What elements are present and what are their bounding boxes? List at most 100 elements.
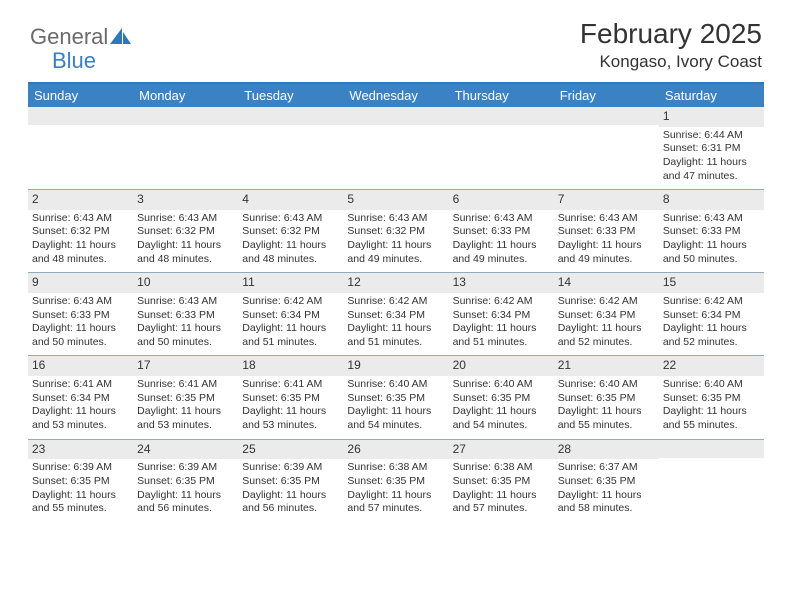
day-number [554, 107, 659, 125]
sunset-text: Sunset: 6:34 PM [347, 309, 444, 323]
sunrise-text: Sunrise: 6:43 AM [137, 295, 234, 309]
day-number [343, 107, 448, 125]
daylight-text: Daylight: 11 hours and 52 minutes. [663, 322, 760, 349]
daylight-text: Daylight: 11 hours and 56 minutes. [242, 489, 339, 516]
day-number [449, 107, 554, 125]
sunset-text: Sunset: 6:32 PM [137, 225, 234, 239]
calendar-cell: 21Sunrise: 6:40 AMSunset: 6:35 PMDayligh… [554, 356, 659, 438]
sunrise-text: Sunrise: 6:37 AM [558, 461, 655, 475]
calendar-cell: 12Sunrise: 6:42 AMSunset: 6:34 PMDayligh… [343, 273, 448, 355]
day-details: Sunrise: 6:39 AMSunset: 6:35 PMDaylight:… [133, 459, 238, 522]
day-details: Sunrise: 6:43 AMSunset: 6:33 PMDaylight:… [28, 293, 133, 356]
week-row: 1Sunrise: 6:44 AMSunset: 6:31 PMDaylight… [28, 107, 764, 190]
day-details: Sunrise: 6:44 AMSunset: 6:31 PMDaylight:… [659, 127, 764, 190]
logo-sail-icon [110, 28, 132, 50]
daylight-text: Daylight: 11 hours and 55 minutes. [663, 405, 760, 432]
day-number: 1 [659, 107, 764, 127]
sunrise-text: Sunrise: 6:41 AM [32, 378, 129, 392]
sunset-text: Sunset: 6:33 PM [558, 225, 655, 239]
day-number: 28 [554, 440, 659, 460]
sunrise-text: Sunrise: 6:43 AM [663, 212, 760, 226]
sunset-text: Sunset: 6:35 PM [558, 392, 655, 406]
sunrise-text: Sunrise: 6:43 AM [347, 212, 444, 226]
day-details: Sunrise: 6:41 AMSunset: 6:34 PMDaylight:… [28, 376, 133, 439]
day-number: 18 [238, 356, 343, 376]
daylight-text: Daylight: 11 hours and 55 minutes. [32, 489, 129, 516]
weeks-container: 1Sunrise: 6:44 AMSunset: 6:31 PMDaylight… [28, 107, 764, 522]
daylight-text: Daylight: 11 hours and 48 minutes. [32, 239, 129, 266]
day-number: 4 [238, 190, 343, 210]
calendar-cell: 1Sunrise: 6:44 AMSunset: 6:31 PMDaylight… [659, 107, 764, 189]
daylight-text: Daylight: 11 hours and 50 minutes. [137, 322, 234, 349]
calendar-cell: 17Sunrise: 6:41 AMSunset: 6:35 PMDayligh… [133, 356, 238, 438]
calendar-cell [554, 107, 659, 189]
calendar-cell: 16Sunrise: 6:41 AMSunset: 6:34 PMDayligh… [28, 356, 133, 438]
day-details: Sunrise: 6:41 AMSunset: 6:35 PMDaylight:… [133, 376, 238, 439]
sunrise-text: Sunrise: 6:40 AM [558, 378, 655, 392]
day-number: 14 [554, 273, 659, 293]
sunrise-text: Sunrise: 6:41 AM [242, 378, 339, 392]
day-header-wednesday: Wednesday [343, 84, 448, 107]
week-row: 2Sunrise: 6:43 AMSunset: 6:32 PMDaylight… [28, 190, 764, 273]
day-number: 13 [449, 273, 554, 293]
day-details: Sunrise: 6:40 AMSunset: 6:35 PMDaylight:… [554, 376, 659, 439]
day-number: 9 [28, 273, 133, 293]
day-number [238, 107, 343, 125]
calendar-cell: 7Sunrise: 6:43 AMSunset: 6:33 PMDaylight… [554, 190, 659, 272]
daylight-text: Daylight: 11 hours and 49 minutes. [558, 239, 655, 266]
day-details: Sunrise: 6:43 AMSunset: 6:33 PMDaylight:… [133, 293, 238, 356]
calendar-cell: 24Sunrise: 6:39 AMSunset: 6:35 PMDayligh… [133, 440, 238, 522]
day-details: Sunrise: 6:43 AMSunset: 6:33 PMDaylight:… [659, 210, 764, 273]
day-details: Sunrise: 6:42 AMSunset: 6:34 PMDaylight:… [238, 293, 343, 356]
day-number: 21 [554, 356, 659, 376]
day-number: 2 [28, 190, 133, 210]
day-number: 19 [343, 356, 448, 376]
sunset-text: Sunset: 6:34 PM [242, 309, 339, 323]
day-number: 3 [133, 190, 238, 210]
day-number [133, 107, 238, 125]
day-number: 20 [449, 356, 554, 376]
day-number: 23 [28, 440, 133, 460]
sunrise-text: Sunrise: 6:40 AM [663, 378, 760, 392]
day-details: Sunrise: 6:43 AMSunset: 6:32 PMDaylight:… [238, 210, 343, 273]
calendar-cell: 28Sunrise: 6:37 AMSunset: 6:35 PMDayligh… [554, 440, 659, 522]
sunset-text: Sunset: 6:32 PM [32, 225, 129, 239]
daylight-text: Daylight: 11 hours and 49 minutes. [453, 239, 550, 266]
sunrise-text: Sunrise: 6:42 AM [558, 295, 655, 309]
day-details: Sunrise: 6:43 AMSunset: 6:33 PMDaylight:… [554, 210, 659, 273]
day-header-row: Sunday Monday Tuesday Wednesday Thursday… [28, 84, 764, 107]
sunrise-text: Sunrise: 6:42 AM [347, 295, 444, 309]
calendar-cell: 11Sunrise: 6:42 AMSunset: 6:34 PMDayligh… [238, 273, 343, 355]
day-header-friday: Friday [554, 84, 659, 107]
sunset-text: Sunset: 6:33 PM [663, 225, 760, 239]
sunset-text: Sunset: 6:34 PM [558, 309, 655, 323]
sunset-text: Sunset: 6:34 PM [453, 309, 550, 323]
calendar-cell [133, 107, 238, 189]
calendar-cell: 23Sunrise: 6:39 AMSunset: 6:35 PMDayligh… [28, 440, 133, 522]
sunrise-text: Sunrise: 6:43 AM [32, 212, 129, 226]
calendar-cell: 3Sunrise: 6:43 AMSunset: 6:32 PMDaylight… [133, 190, 238, 272]
calendar-cell: 19Sunrise: 6:40 AMSunset: 6:35 PMDayligh… [343, 356, 448, 438]
sunset-text: Sunset: 6:35 PM [137, 475, 234, 489]
day-details: Sunrise: 6:39 AMSunset: 6:35 PMDaylight:… [28, 459, 133, 522]
sunrise-text: Sunrise: 6:42 AM [242, 295, 339, 309]
daylight-text: Daylight: 11 hours and 53 minutes. [137, 405, 234, 432]
header: General Blue February 2025 Kongaso, Ivor… [0, 0, 792, 76]
daylight-text: Daylight: 11 hours and 48 minutes. [137, 239, 234, 266]
day-number: 5 [343, 190, 448, 210]
day-details: Sunrise: 6:43 AMSunset: 6:33 PMDaylight:… [449, 210, 554, 273]
day-number: 11 [238, 273, 343, 293]
daylight-text: Daylight: 11 hours and 53 minutes. [32, 405, 129, 432]
day-number: 7 [554, 190, 659, 210]
week-row: 16Sunrise: 6:41 AMSunset: 6:34 PMDayligh… [28, 356, 764, 439]
daylight-text: Daylight: 11 hours and 50 minutes. [32, 322, 129, 349]
day-details: Sunrise: 6:40 AMSunset: 6:35 PMDaylight:… [449, 376, 554, 439]
calendar-cell: 8Sunrise: 6:43 AMSunset: 6:33 PMDaylight… [659, 190, 764, 272]
sunset-text: Sunset: 6:35 PM [242, 392, 339, 406]
sunset-text: Sunset: 6:35 PM [347, 475, 444, 489]
sunrise-text: Sunrise: 6:42 AM [453, 295, 550, 309]
sunrise-text: Sunrise: 6:43 AM [32, 295, 129, 309]
day-details [554, 125, 659, 187]
day-number [28, 107, 133, 125]
day-details [343, 125, 448, 187]
